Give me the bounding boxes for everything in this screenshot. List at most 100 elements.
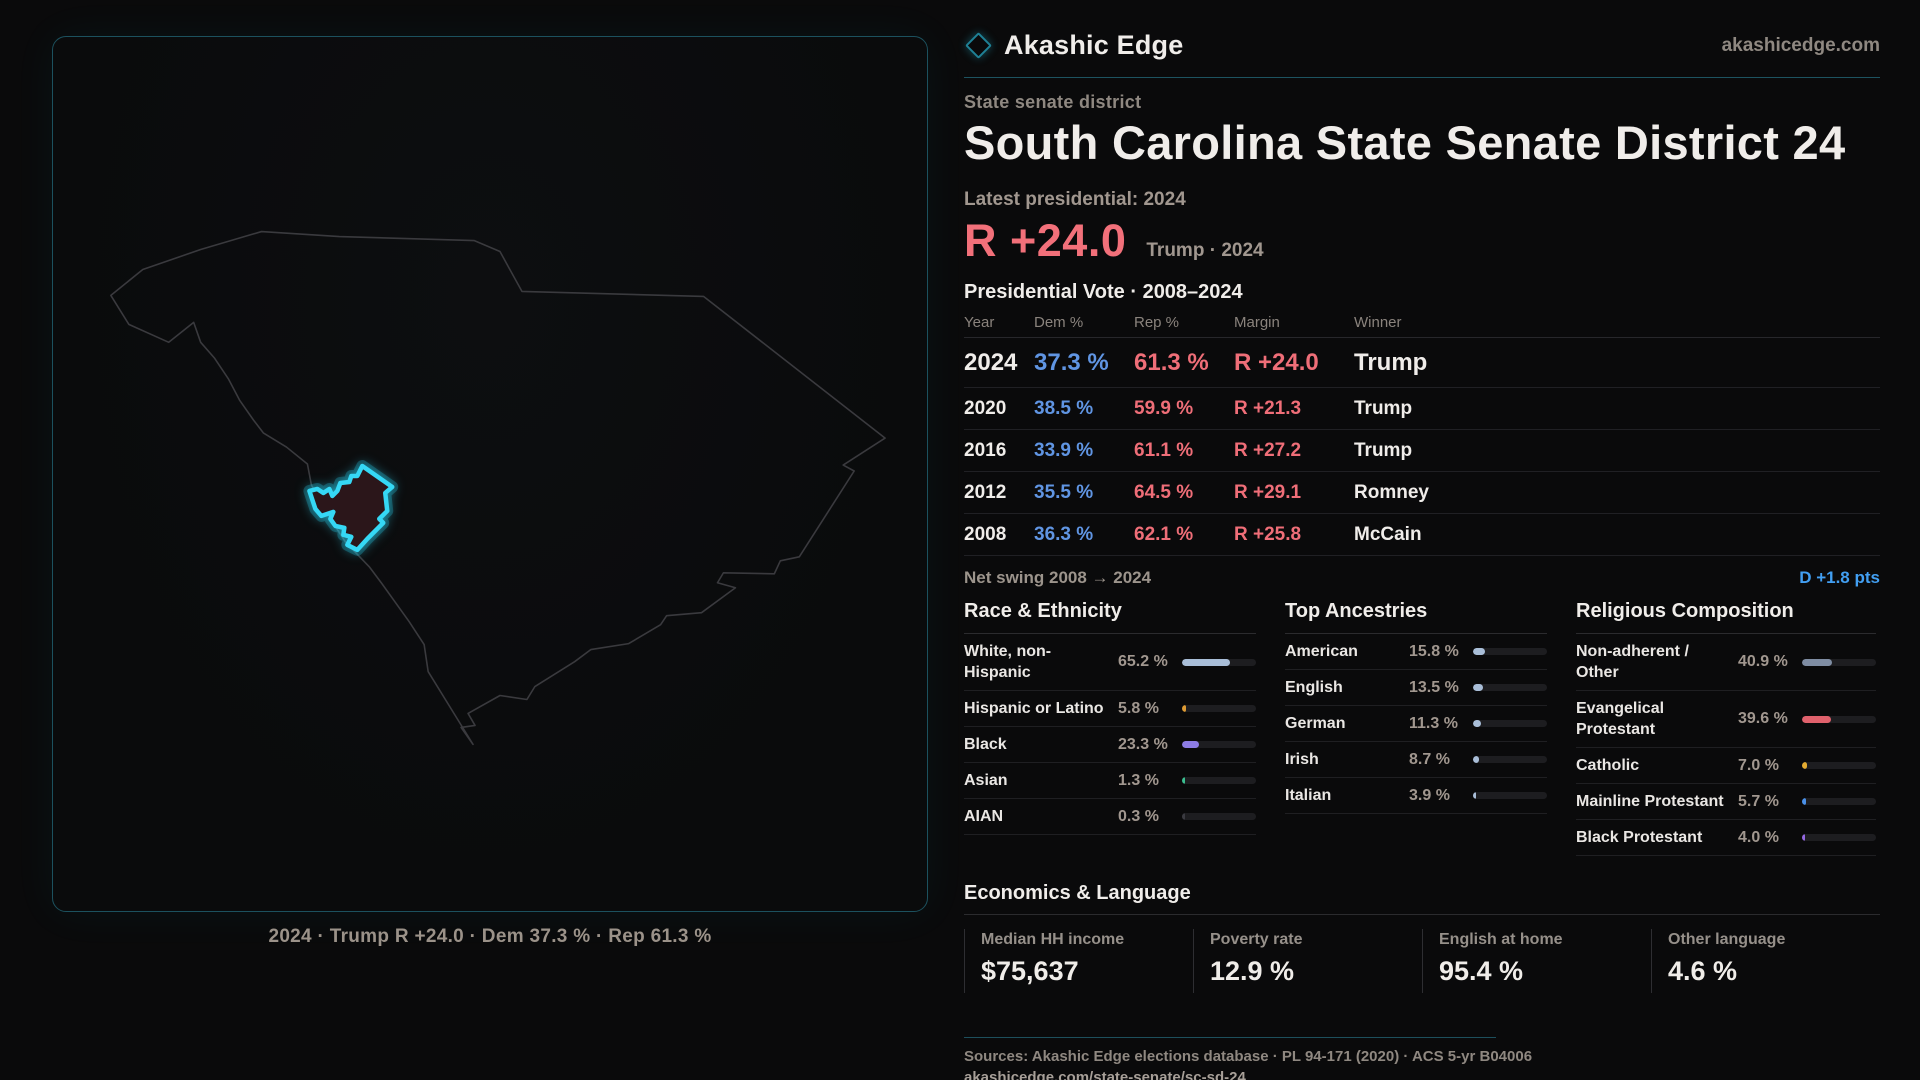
stat-bar xyxy=(1802,798,1876,805)
cell-margin: R +21.3 xyxy=(1234,397,1302,419)
stat-cell: Other language 4.6 % xyxy=(1651,929,1880,993)
table-row: 2008 36.3 % 62.1 % R +25.8 McCain xyxy=(964,514,1880,556)
stat-bar xyxy=(1802,762,1876,769)
permalink[interactable]: akashicedge.com/state-senate/sc-sd-24 xyxy=(964,1069,1246,1080)
col-margin: Margin xyxy=(1234,314,1280,331)
section-title: Race & Ethnicity xyxy=(964,600,1256,634)
demographics-section: Race & Ethnicity White, non-Hispanic 65.… xyxy=(964,600,1880,856)
list-item: Black 23.3 % xyxy=(964,727,1256,763)
map-caption: 2024 · Trump R +24.0 · Dem 37.3 % · Rep … xyxy=(268,926,712,947)
list-item: Italian 3.9 % xyxy=(1285,778,1547,814)
cell-year: 2016 xyxy=(964,439,1007,461)
cell-winner: Trump xyxy=(1354,348,1428,376)
list-item: English 13.5 % xyxy=(1285,670,1547,706)
stat-bar xyxy=(1802,715,1876,723)
map-panel xyxy=(52,36,928,912)
net-swing-row: Net swing 2008 → 2024 D +1.8 pts xyxy=(964,568,1880,588)
headline-margin-context: Trump · 2024 xyxy=(1146,240,1264,261)
cell-dem: 38.5 % xyxy=(1034,397,1094,419)
list-item: Mainline Protestant 5.7 % xyxy=(1576,784,1876,820)
stat-bar xyxy=(1473,684,1547,691)
list-item: Irish 8.7 % xyxy=(1285,742,1547,778)
race-ethnicity-section: Race & Ethnicity White, non-Hispanic 65.… xyxy=(964,600,1256,856)
cell-rep: 59.9 % xyxy=(1134,397,1194,419)
stat-bar xyxy=(1473,792,1547,799)
cell-dem: 36.3 % xyxy=(1034,523,1094,545)
cell-margin: R +27.2 xyxy=(1234,439,1302,461)
economics-stats: Median HH income $75,637 Poverty rate 12… xyxy=(964,929,1880,993)
col-winner: Winner xyxy=(1354,314,1402,331)
cell-rep: 62.1 % xyxy=(1134,523,1194,545)
list-item: Black Protestant 4.0 % xyxy=(1576,820,1876,856)
stat-bar xyxy=(1802,658,1876,666)
brand-site-link[interactable]: akashicedge.com xyxy=(1721,34,1880,56)
list-item: Non-adherent / Other 40.9 % xyxy=(1576,634,1876,691)
list-item: White, non-Hispanic 65.2 % xyxy=(964,634,1256,691)
page-title: South Carolina State Senate District 24 xyxy=(964,116,1846,169)
cell-year: 2012 xyxy=(964,481,1007,503)
headline-margin-value: R +24.0 xyxy=(964,215,1127,266)
south-carolina-map xyxy=(110,230,886,746)
brand-name: Akashic Edge xyxy=(1004,30,1184,60)
top-ancestries-section: Top Ancestries American 15.8 % English 1… xyxy=(1285,600,1547,856)
footer-divider xyxy=(964,1037,1496,1038)
list-item: Asian 1.3 % xyxy=(964,763,1256,799)
cell-winner: McCain xyxy=(1354,523,1422,545)
cell-rep: 64.5 % xyxy=(1134,481,1194,503)
sources-text: Sources: Akashic Edge elections database… xyxy=(964,1048,1533,1065)
table-row: 2012 35.5 % 64.5 % R +29.1 Romney xyxy=(964,472,1880,514)
cell-winner: Trump xyxy=(1354,397,1413,419)
list-item: German 11.3 % xyxy=(1285,706,1547,742)
stat-bar xyxy=(1473,756,1547,763)
cell-winner: Trump xyxy=(1354,439,1413,461)
cell-rep: 61.1 % xyxy=(1134,439,1194,461)
cell-margin: R +24.0 xyxy=(1234,348,1319,376)
stat-bar xyxy=(1802,834,1876,841)
district-24-shape xyxy=(307,463,395,553)
brand: Akashic Edge xyxy=(964,30,1183,61)
stat-bar xyxy=(1473,720,1547,727)
cell-dem: 35.5 % xyxy=(1034,481,1094,503)
stat-cell: English at home 95.4 % xyxy=(1422,929,1651,993)
cell-year: 2020 xyxy=(964,397,1007,419)
page-footer: Sources: Akashic Edge elections database… xyxy=(964,1037,1880,1080)
diamond-logo-icon xyxy=(965,32,992,59)
list-item: American 15.8 % xyxy=(1285,634,1547,670)
cell-dem: 33.9 % xyxy=(1034,439,1094,461)
table-row: 2016 33.9 % 61.1 % R +27.2 Trump xyxy=(964,430,1880,472)
net-swing-value: D +1.8 pts xyxy=(1799,568,1880,587)
cell-year: 2008 xyxy=(964,523,1007,545)
stat-bar xyxy=(1182,658,1256,666)
list-item: Catholic 7.0 % xyxy=(1576,748,1876,784)
cell-dem: 37.3 % xyxy=(1034,348,1109,376)
economics-title: Economics & Language xyxy=(964,882,1880,915)
list-item: Hispanic or Latino 5.8 % xyxy=(964,691,1256,727)
col-dem: Dem % xyxy=(1034,314,1084,331)
list-item: AIAN 0.3 % xyxy=(964,799,1256,835)
cell-year: 2024 xyxy=(964,348,1018,376)
latest-presidential-label: Latest presidential: 2024 xyxy=(964,189,1186,210)
table-row: 2020 38.5 % 59.9 % R +21.3 Trump xyxy=(964,388,1880,430)
kicker: State senate district xyxy=(964,92,1142,112)
table-row: 2024 37.3 % 61.3 % R +24.0 Trump xyxy=(964,338,1880,388)
vote-table-title: Presidential Vote · 2008–2024 xyxy=(964,281,1243,303)
cell-winner: Romney xyxy=(1354,481,1429,503)
col-year: Year xyxy=(964,314,995,331)
stat-bar xyxy=(1182,777,1256,784)
religious-composition-section: Religious Composition Non-adherent / Oth… xyxy=(1576,600,1876,856)
site-header: Akashic Edge akashicedge.com xyxy=(964,0,1880,78)
section-title: Top Ancestries xyxy=(1285,600,1547,634)
col-rep: Rep % xyxy=(1134,314,1180,331)
cell-margin: R +25.8 xyxy=(1234,523,1302,545)
list-item: Evangelical Protestant 39.6 % xyxy=(1576,691,1876,748)
stat-bar xyxy=(1182,813,1256,820)
net-swing-label: Net swing 2008 → 2024 xyxy=(964,568,1152,587)
district-profile-panel: Akashic Edge akashicedge.com State senat… xyxy=(964,0,1880,1080)
headline-margin-row: R +24.0 Trump · 2024 xyxy=(964,215,1880,267)
cell-margin: R +29.1 xyxy=(1234,481,1302,503)
stat-bar xyxy=(1182,741,1256,748)
section-title: Religious Composition xyxy=(1576,600,1876,634)
cell-rep: 61.3 % xyxy=(1134,348,1209,376)
stat-bar xyxy=(1473,648,1547,655)
stat-cell: Median HH income $75,637 xyxy=(964,929,1193,993)
